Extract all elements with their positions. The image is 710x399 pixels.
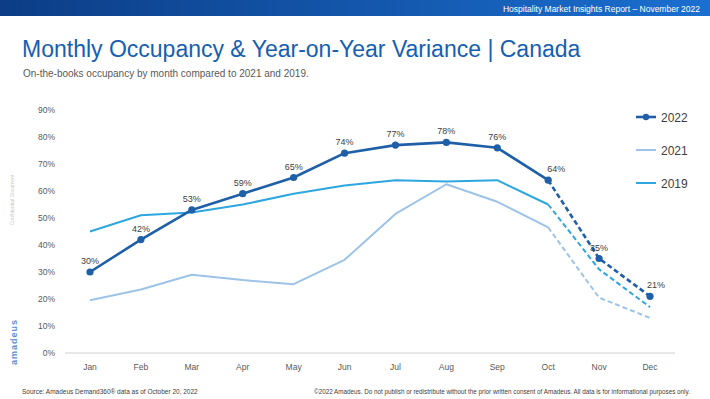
y-tick-label: 70% <box>38 159 55 169</box>
y-tick-label: 60% <box>38 186 55 196</box>
y-tick-label: 10% <box>38 321 55 331</box>
marker <box>545 177 552 184</box>
data-label: 76% <box>488 132 506 142</box>
legend-label: 2022 <box>661 111 688 125</box>
legend-swatch <box>636 149 656 151</box>
title: Monthly Occupancy & Year-on-Year Varianc… <box>22 36 581 62</box>
y-tick-label: 80% <box>38 132 55 142</box>
legend-swatch <box>636 182 656 184</box>
tick-mark <box>62 299 65 300</box>
series-line <box>548 227 650 317</box>
data-label: 59% <box>234 178 252 188</box>
x-tick-label: May <box>286 362 303 372</box>
data-label: 74% <box>336 137 354 147</box>
y-tick-label: 20% <box>38 294 55 304</box>
data-labels: 30% 42% 53% 59% 65% 74% 77% 78% 76% 64% 35% 21% <box>81 126 665 290</box>
data-label: 53% <box>183 194 201 204</box>
y-tick-label: 30% <box>38 267 55 277</box>
data-label: 35% <box>590 243 608 253</box>
marker <box>494 144 501 151</box>
data-label: 77% <box>386 129 404 139</box>
marker <box>392 142 399 149</box>
confidential-mark: Confidential Document <box>9 174 15 225</box>
data-label: 65% <box>285 162 303 172</box>
data-label: 64% <box>547 164 565 174</box>
header-bar <box>0 0 710 16</box>
tick-mark <box>62 218 65 219</box>
x-tick-label: Jul <box>390 362 401 372</box>
series-line <box>548 205 650 308</box>
x-tick-label: Sep <box>490 362 505 372</box>
tick-mark <box>62 272 65 273</box>
y-tick-label: 90% <box>38 105 55 115</box>
subtitle: On-the-books occupancy by month compared… <box>23 68 309 79</box>
tick-mark <box>62 191 65 192</box>
legend: 2022 2021 2019 <box>636 111 688 191</box>
x-tick-label: Feb <box>134 362 149 372</box>
x-tick-label: Jan <box>83 362 97 372</box>
x-tick-label: Aug <box>439 362 454 372</box>
x-tick-label: Oct <box>542 362 556 372</box>
x-axis <box>65 353 675 354</box>
marker <box>188 206 195 213</box>
marker <box>443 139 450 146</box>
marker <box>86 268 93 275</box>
marker <box>646 293 653 300</box>
logo: amadeus <box>9 319 19 365</box>
marker <box>239 190 246 197</box>
series-line <box>548 180 650 296</box>
x-tick-label: Nov <box>592 362 608 372</box>
data-label: 78% <box>437 126 455 136</box>
tick-mark <box>62 137 65 138</box>
series-line <box>90 180 548 231</box>
tick-mark <box>62 110 65 111</box>
series-line <box>90 142 548 272</box>
x-tick-label: Apr <box>236 362 249 372</box>
marker <box>595 255 602 262</box>
y-tick-label: 40% <box>38 240 55 250</box>
source: Source: Amadeus Demand360® data as of Oc… <box>22 388 198 395</box>
marker <box>341 150 348 157</box>
legend-label: 2021 <box>661 144 688 158</box>
data-label: 42% <box>132 224 150 234</box>
tick-mark <box>62 164 65 165</box>
data-label: 21% <box>647 280 665 290</box>
legend-label: 2019 <box>661 177 688 191</box>
x-tick-label: Jun <box>338 362 352 372</box>
y-tick-label: 50% <box>38 213 55 223</box>
plot-area <box>86 139 653 318</box>
tick-mark <box>62 353 65 354</box>
header-text: Hospitality Market Insights Report – Nov… <box>503 4 700 14</box>
legend-marker <box>643 114 649 120</box>
tick-mark <box>62 326 65 327</box>
marker <box>290 174 297 181</box>
series-line <box>90 184 548 300</box>
page: Hospitality Market Insights Report – Nov… <box>0 0 710 399</box>
tick-mark <box>62 245 65 246</box>
x-tick-label: Mar <box>184 362 199 372</box>
x-tick-label: Dec <box>642 362 658 372</box>
marker <box>137 236 144 243</box>
data-label: 30% <box>81 256 99 266</box>
y-tick-label: 0% <box>43 348 56 358</box>
copyright: ©2022 Amadeus. Do not publish or redistr… <box>314 388 690 396</box>
